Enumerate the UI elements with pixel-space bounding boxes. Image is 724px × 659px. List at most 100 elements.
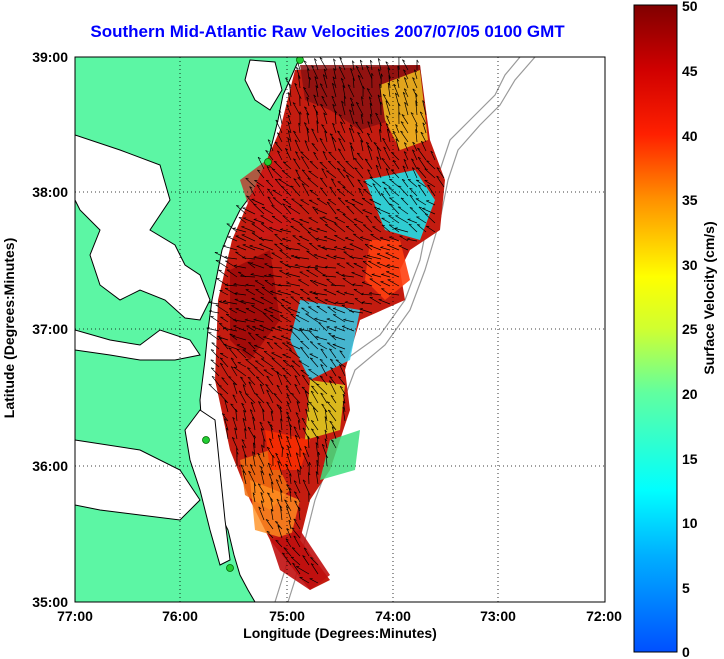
velocity-vector (286, 104, 292, 116)
velocity-vector (309, 161, 319, 170)
velocity-vector (262, 408, 265, 422)
bay-water (75, 134, 211, 321)
velocity-vector-head (283, 547, 287, 550)
velocity-vector (387, 279, 400, 287)
velocity-vector (260, 492, 265, 503)
velocity-vector (316, 198, 328, 206)
velocity-vector (336, 290, 346, 296)
velocity-vector (333, 68, 337, 80)
velocity-vector-head (294, 255, 298, 258)
velocity-vector-head (362, 281, 366, 283)
velocity-vector-head (303, 60, 307, 63)
velocity-vector (266, 166, 274, 179)
velocity-vector-head (289, 83, 292, 87)
velocity-vector-head (314, 58, 317, 61)
velocity-vector-head (292, 562, 296, 565)
velocity-vector (369, 199, 382, 206)
velocity-vector-head (319, 83, 323, 86)
velocity-vector (362, 209, 373, 215)
velocity-vector (339, 386, 346, 395)
velocity-vector (301, 386, 310, 395)
velocity-vector-head (249, 186, 253, 189)
velocity-vector (299, 204, 310, 215)
velocity-vector-head (232, 416, 236, 420)
velocity-vector-head (242, 384, 246, 387)
velocity-vector-head (208, 309, 213, 312)
velocity-vector (383, 187, 391, 197)
velocity-vector (243, 217, 256, 224)
velocity-vector (298, 506, 301, 521)
velocity-vector-head (275, 539, 279, 542)
velocity-vector (272, 336, 283, 341)
velocity-vector (225, 284, 238, 287)
velocity-vector (271, 252, 283, 260)
velocity-vector-head (388, 75, 391, 78)
velocity-vector (269, 307, 283, 314)
velocity-vector (319, 138, 328, 152)
velocity-vector (288, 349, 301, 359)
velocity-vector-head (267, 421, 271, 424)
velocity-vector (344, 292, 355, 296)
velocity-vector (248, 470, 256, 485)
velocity-vector (277, 434, 283, 449)
velocity-vector (242, 470, 247, 485)
velocity-vector-head (395, 124, 399, 127)
velocity-vector (326, 255, 337, 260)
velocity-vector (309, 353, 319, 359)
velocity-vector (320, 364, 328, 377)
colorbar (633, 4, 678, 653)
velocity-vector (310, 390, 319, 404)
velocity-vector (311, 428, 319, 440)
velocity-vector-head (366, 141, 370, 145)
velocity-vector-head (299, 223, 303, 225)
velocity-vector (278, 178, 292, 188)
velocity-vector-head (381, 157, 385, 160)
velocity-vector-head (311, 65, 315, 68)
velocity-vector (236, 348, 247, 359)
velocity-vector (240, 376, 247, 386)
velocity-vector-head (386, 264, 390, 266)
velocity-vector (350, 146, 355, 161)
velocity-vector-head (409, 194, 413, 197)
velocity-vector (266, 389, 274, 404)
velocity-vector (324, 409, 328, 422)
velocity-vector (283, 547, 292, 557)
velocity-vector-head (408, 223, 412, 226)
velocity-vector-head (292, 102, 296, 105)
velocity-vector-head (240, 274, 244, 277)
velocity-vector (355, 66, 364, 80)
velocity-vector-head (380, 193, 384, 195)
velocity-vector (246, 195, 256, 206)
velocity-vector (314, 76, 319, 89)
velocity-vector (335, 302, 346, 305)
velocity-vector (304, 390, 310, 404)
velocity-vector (286, 273, 301, 278)
velocity-vector-head (287, 137, 291, 141)
velocity-vector (305, 313, 319, 323)
velocity-vector-head (248, 381, 252, 384)
velocity-vector (316, 460, 319, 476)
velocity-vector (319, 375, 328, 386)
velocity-vector-head (350, 68, 353, 71)
velocity-vector-head (313, 94, 317, 98)
velocity-vector-head (366, 88, 370, 91)
velocity-vector-head (233, 282, 237, 285)
velocity-vector-head (436, 167, 440, 170)
velocity-vector-head (404, 101, 407, 105)
velocity-vector (399, 235, 409, 242)
velocity-vector-head (320, 177, 324, 180)
velocity-vector (309, 199, 319, 206)
velocity-vector-head (272, 168, 276, 170)
velocity-vector (372, 226, 382, 233)
velocity-vector-head (280, 489, 283, 492)
velocity-vector (286, 394, 292, 404)
velocity-vector (280, 418, 283, 431)
velocity-vector-head (349, 127, 352, 131)
velocity-vector (275, 540, 283, 548)
velocity-vector-head (368, 291, 372, 294)
velocity-vector (361, 96, 364, 107)
velocity-vector (412, 141, 418, 152)
velocity-vector (338, 376, 346, 386)
velocity-vector-head (311, 420, 315, 423)
velocity-vector (322, 216, 337, 224)
